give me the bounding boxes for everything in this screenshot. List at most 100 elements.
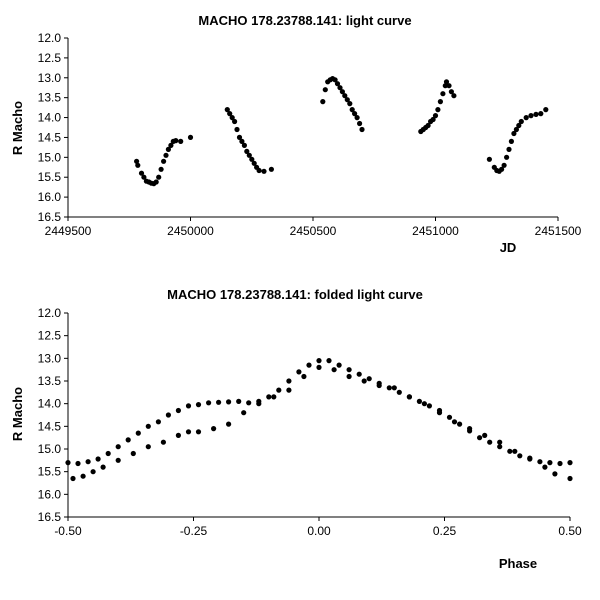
chart2-data-point	[416, 398, 422, 404]
chart2-data-point	[487, 439, 493, 445]
chart1-data-point	[134, 158, 140, 164]
chart1-data-point	[158, 166, 164, 172]
chart1-x-tick-label: 2450500	[290, 224, 337, 238]
chart2-data-point	[206, 400, 212, 406]
chart1-plot: 12.0 12.5 13.0 13.5 14.0 14.5 15.0 15.5 16.0 16.5…	[38, 31, 582, 238]
chart1-data-point	[518, 118, 524, 125]
chart2-y-tick-label: 15.0	[38, 442, 62, 456]
chart2-x-tick-label: 0.50	[558, 524, 582, 538]
chart1-data-point	[342, 93, 348, 99]
chart2-data-point	[451, 419, 458, 425]
chart2-data-point	[547, 460, 553, 466]
chart1-data-point	[354, 115, 360, 121]
chart2-data-point	[211, 426, 217, 432]
chart1-data-point	[251, 160, 257, 166]
chart2-data-point	[226, 421, 232, 427]
chart1-data-point	[322, 87, 328, 93]
chart1-data-point	[268, 166, 274, 172]
chart1-data-point	[161, 158, 167, 164]
chart2-data-point	[386, 385, 392, 391]
chart1-data-point	[446, 83, 452, 89]
chart1-data-point	[451, 93, 457, 99]
chart1-data-point	[430, 116, 436, 123]
chart2-data-point	[266, 394, 272, 400]
chart1-xlabel: JD	[500, 240, 517, 255]
chart1-data-point	[486, 156, 492, 162]
chart2-xlabel: Phase	[499, 556, 537, 571]
chart2-data-point	[326, 358, 332, 364]
chart1-data-point	[344, 97, 350, 103]
chart1-y-tick-label: 15.5	[38, 170, 62, 184]
chart1-data-point	[523, 115, 529, 121]
chart1-data-point	[511, 130, 517, 137]
chart1-y-tick-label: 14.5	[38, 130, 62, 144]
chart2-data-point	[497, 444, 503, 450]
chart2-data-point	[145, 444, 151, 450]
chart1-data-point	[448, 89, 454, 95]
chart2-data-point	[552, 471, 558, 477]
chart2-data-point	[175, 432, 181, 438]
chart1-data-point	[337, 85, 343, 91]
chart2-data-point	[426, 403, 432, 409]
chart2-data-point	[286, 387, 292, 393]
chart2-data-point	[195, 402, 202, 408]
chart1-data-point	[425, 122, 431, 129]
chart2-data-point	[160, 439, 166, 445]
chart2-data-point	[165, 412, 171, 418]
chart2-data-point	[331, 367, 337, 373]
chart1-data-point	[244, 148, 250, 154]
chart2-data-point	[482, 432, 488, 438]
chart1-data-point	[513, 126, 520, 133]
chart2-data-point	[271, 394, 277, 400]
chart2-data-point	[195, 429, 202, 435]
chart2-data-point	[376, 382, 382, 389]
chart1-data-point	[533, 111, 539, 117]
chart2-y-tick-label: 12.0	[38, 306, 62, 320]
chart2-data-point	[346, 367, 352, 373]
chart1-data-point	[241, 142, 247, 148]
chart1-data-point	[443, 79, 450, 85]
chart2-y-tick-label: 12.5	[38, 329, 62, 343]
chart1-data-point	[224, 107, 230, 113]
chart2-y-tick-label: 13.5	[38, 374, 62, 388]
chart2-data-point	[477, 435, 483, 441]
chart1-data-point	[528, 113, 534, 119]
chart2-data-point	[507, 448, 513, 454]
chart2-x-tick-label: 0.00	[307, 524, 331, 538]
chart2-data-point	[276, 387, 282, 393]
chart1-x-tick-label: 2451500	[535, 224, 582, 238]
chart1-data-point	[249, 156, 255, 162]
chart1-data-point	[538, 111, 544, 117]
chart2-data-point	[512, 448, 518, 454]
chart2-title: MACHO 178.23788.141: folded light curve	[167, 287, 423, 302]
chart2-data-point	[527, 455, 533, 461]
chart2-data-point	[115, 444, 121, 450]
chart1-data-point	[141, 174, 147, 180]
chart2-data-point	[135, 430, 141, 436]
chart1-data-point	[499, 166, 505, 172]
chart1-data-point	[232, 118, 238, 125]
chart2-data-point	[542, 464, 548, 470]
chart1-data-point	[168, 142, 174, 148]
chart2-data-point	[436, 410, 443, 416]
chart2-data-point	[301, 373, 307, 380]
chart2-data-point	[361, 378, 367, 384]
chart2-x-tick-label: 0.25	[433, 524, 457, 538]
chart2-data-point	[246, 400, 252, 406]
chart1-data-point	[320, 99, 326, 105]
chart1-data-point	[339, 89, 345, 95]
chart1-data-point	[432, 113, 439, 119]
chart2-y-tick-label: 16.5	[38, 510, 62, 524]
chart2-data-point	[216, 399, 222, 405]
chart2-data-point	[356, 371, 362, 377]
chart1-data-point	[165, 146, 171, 152]
chart2-ylabel: R Macho	[10, 387, 25, 441]
chart1-data-point	[227, 111, 233, 117]
chart2-y-tick-label: 15.5	[38, 465, 62, 479]
chart1-data-point	[504, 154, 510, 160]
chart2-data-point	[567, 460, 573, 466]
chart1-data-point	[359, 126, 365, 133]
chart1-data-point	[334, 81, 341, 87]
chart2-data-point	[421, 401, 427, 407]
